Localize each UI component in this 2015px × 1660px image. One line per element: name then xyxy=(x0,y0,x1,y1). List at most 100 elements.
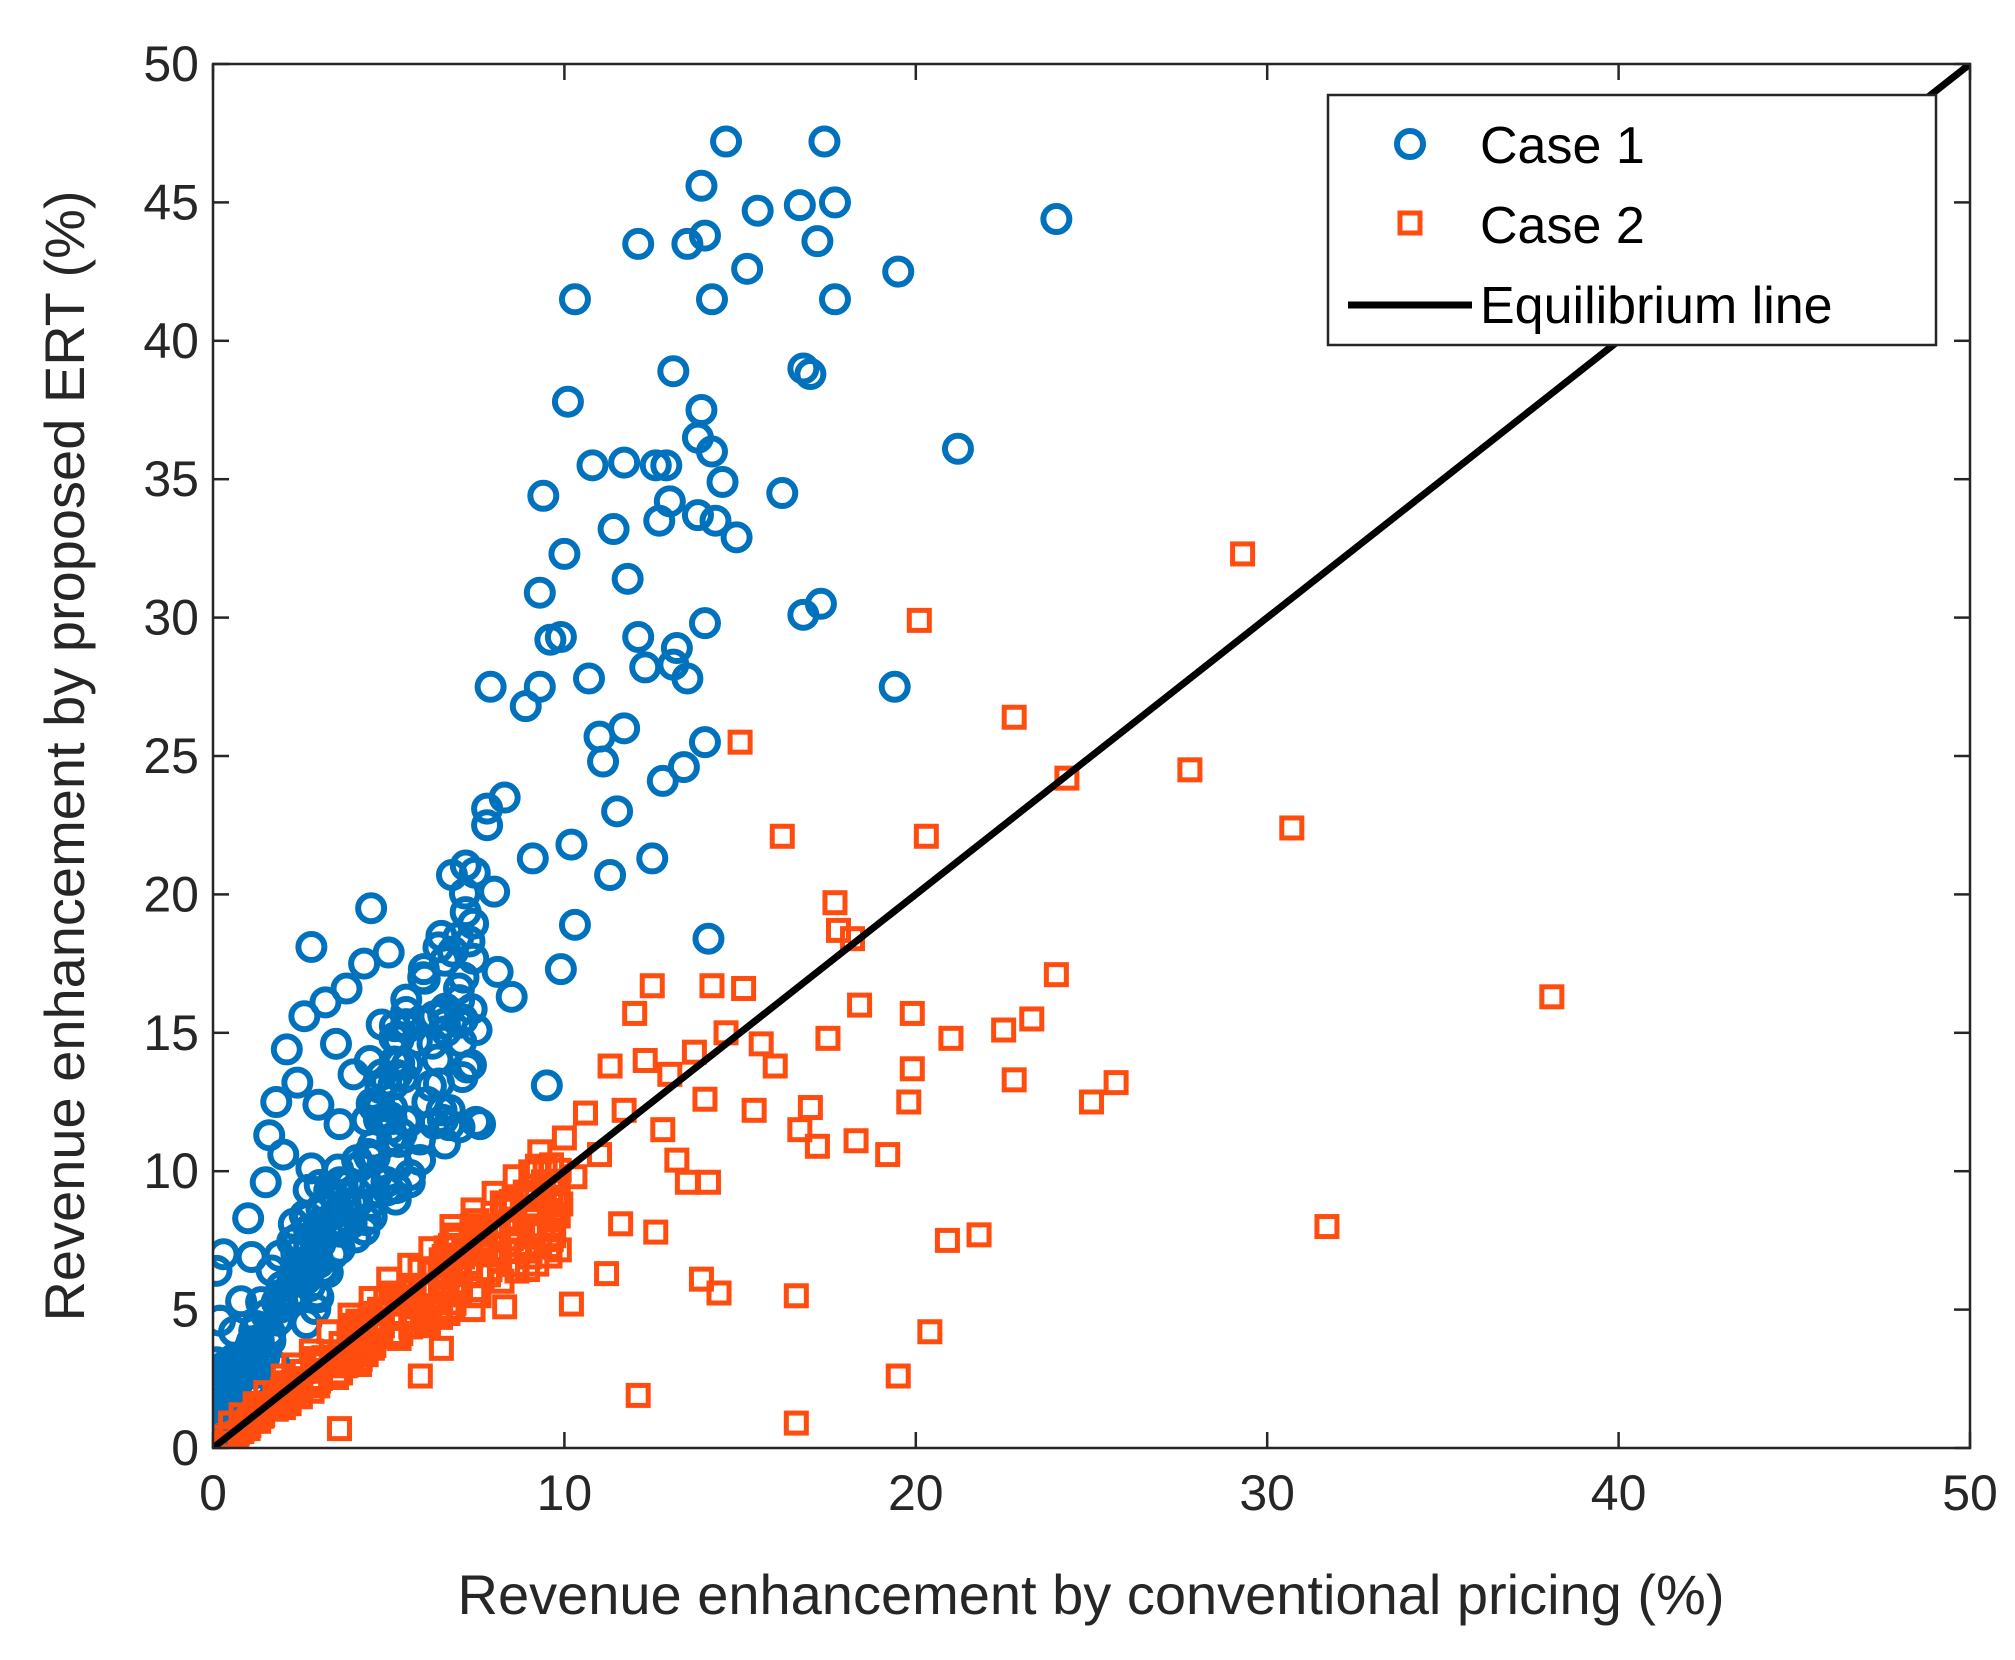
case1-point xyxy=(688,219,721,252)
case2-point xyxy=(699,973,725,999)
case1-point xyxy=(818,186,851,219)
case1-point xyxy=(372,936,405,969)
case1-point xyxy=(710,125,743,158)
case1-point xyxy=(671,662,704,695)
case1-point xyxy=(295,1152,328,1185)
case2-point xyxy=(934,1227,960,1253)
case1-point xyxy=(692,922,725,955)
case1-point xyxy=(260,1086,293,1118)
case2-point xyxy=(551,1125,577,1151)
y-tick-label: 10 xyxy=(143,1143,199,1199)
case1-point xyxy=(941,432,974,465)
case2-cluster-point xyxy=(538,1226,564,1252)
case1-point xyxy=(428,1127,461,1160)
legend: Case 1 Case 2 Equilibrium line xyxy=(1326,93,1938,347)
case2-point xyxy=(1230,541,1256,567)
case1-point xyxy=(288,1000,321,1033)
x-tick-label: 30 xyxy=(1239,1465,1295,1521)
case1-point xyxy=(435,859,468,892)
case1-point xyxy=(337,1058,370,1091)
case1-point xyxy=(460,1014,493,1047)
case2-point xyxy=(397,1252,423,1278)
case2-point xyxy=(681,1039,707,1065)
axis-ticks: 0 10 20 30 40 50 0 5 10 15 20 25 30 35 40 45 50 xyxy=(143,36,1997,1521)
case1-point xyxy=(442,972,475,1005)
case1-point xyxy=(650,449,683,482)
case2-point xyxy=(896,1089,922,1115)
case2-point xyxy=(622,1000,648,1026)
case1-point xyxy=(270,1033,303,1066)
case2-point xyxy=(917,1319,943,1345)
case1-point xyxy=(688,607,721,640)
case1-point xyxy=(622,620,655,653)
legend-case2-label: Case 2 xyxy=(1480,197,1645,255)
legend-case1-marker xyxy=(1394,128,1426,160)
case1-point xyxy=(706,465,739,498)
case1-point xyxy=(242,1324,275,1357)
case2-point xyxy=(899,1000,925,1026)
y-tick-label: 0 xyxy=(171,1420,199,1476)
case2-point xyxy=(558,1291,584,1317)
case1-cluster-point xyxy=(449,896,482,929)
case2-point xyxy=(597,1053,623,1079)
case1-point xyxy=(319,1027,352,1060)
y-tick-label: 45 xyxy=(143,174,199,230)
case1-point xyxy=(411,1086,444,1118)
y-axis-label: Revenue enhancement by proposed ERT (%) xyxy=(33,190,96,1321)
case1-point xyxy=(766,477,799,510)
case2-point xyxy=(913,823,939,849)
case1-point xyxy=(277,1207,310,1240)
case1-point xyxy=(657,355,690,388)
case1-point xyxy=(365,1008,398,1041)
case2-point xyxy=(727,729,753,755)
case1-point xyxy=(516,842,549,875)
y-tick-label: 40 xyxy=(143,313,199,369)
case2-cluster-point xyxy=(476,1262,502,1288)
case2-point xyxy=(847,992,873,1018)
legend-case1-label: Case 1 xyxy=(1480,117,1645,175)
case1-point xyxy=(608,446,641,479)
case1-point xyxy=(558,908,591,941)
x-tick-label: 50 xyxy=(1942,1465,1998,1521)
case1-point xyxy=(495,980,528,1013)
case1-point xyxy=(639,449,672,482)
case1-cluster-point xyxy=(360,1160,393,1193)
case1-point xyxy=(214,1368,247,1401)
case1-point xyxy=(544,620,577,653)
case1-point xyxy=(418,1000,451,1033)
case2-point xyxy=(418,1236,444,1262)
case1-point xyxy=(685,394,718,426)
case1-point xyxy=(695,435,728,468)
case1-point xyxy=(720,521,753,554)
case1-point xyxy=(731,252,764,285)
case1-point xyxy=(464,1108,497,1141)
case2-point xyxy=(966,1222,992,1248)
case2-point xyxy=(1079,1089,1104,1115)
case1-point xyxy=(622,227,655,260)
case1-cluster-point xyxy=(299,1293,332,1326)
case1-point xyxy=(400,1025,433,1058)
case2-point xyxy=(1019,1006,1045,1032)
case1-cluster-point xyxy=(364,1072,397,1105)
case1-point xyxy=(636,842,669,875)
case1-point xyxy=(309,986,342,1019)
case2-point xyxy=(316,1319,342,1345)
case2-point xyxy=(481,1180,507,1206)
case1-point xyxy=(478,875,511,908)
case1-point xyxy=(348,947,381,980)
case2-point xyxy=(625,1382,651,1408)
case2-point xyxy=(748,1031,774,1057)
case1-point xyxy=(523,670,556,703)
case1-point xyxy=(882,255,915,288)
case1-point xyxy=(530,1069,563,1102)
case1-point xyxy=(390,983,423,1016)
case2-point xyxy=(439,1214,465,1240)
case1-point xyxy=(544,953,577,986)
case2-point xyxy=(1103,1070,1129,1096)
case2-point xyxy=(1054,765,1080,791)
case1-point xyxy=(249,1166,282,1199)
y-tick-label: 15 xyxy=(143,1005,199,1061)
x-tick-label: 10 xyxy=(537,1465,593,1521)
case2-point xyxy=(692,1086,718,1112)
